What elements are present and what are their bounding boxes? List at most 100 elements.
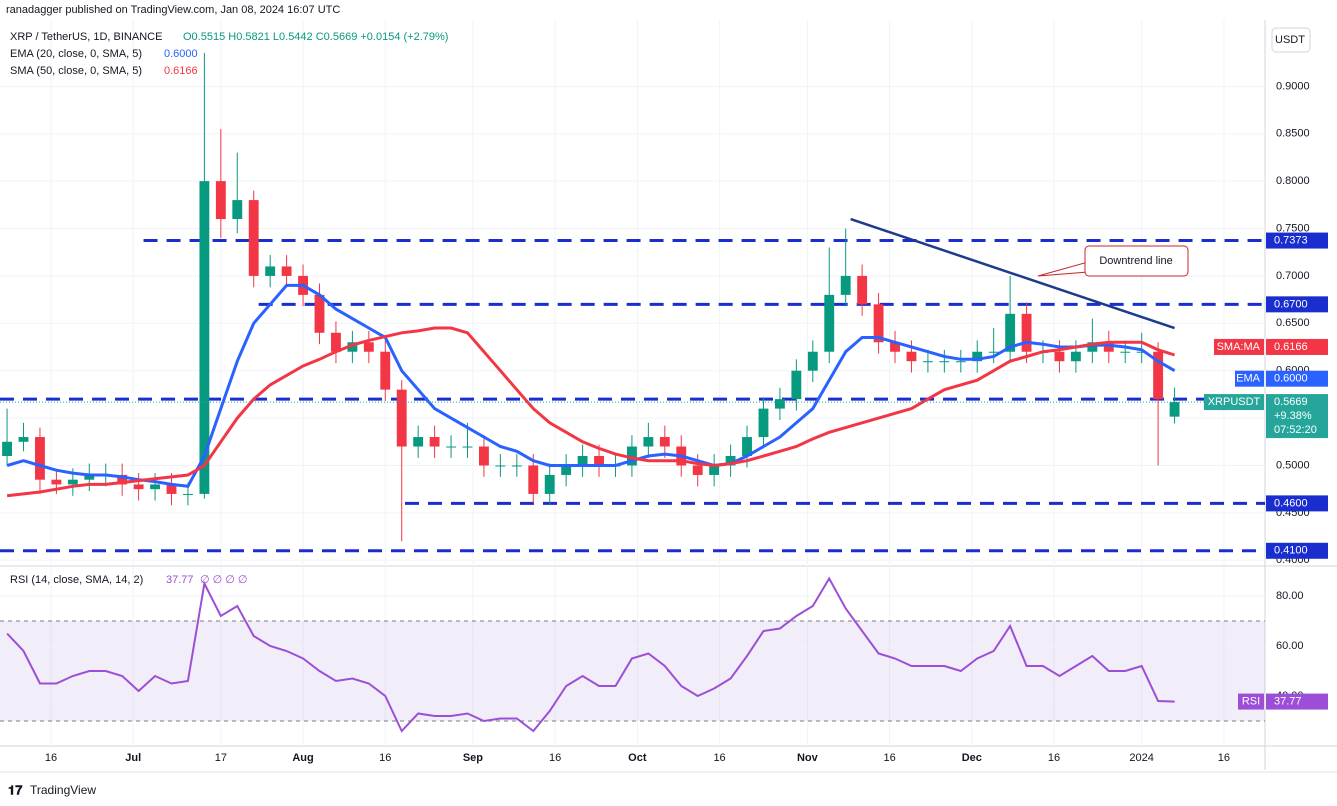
candle-body [363,342,374,352]
candle-body [922,361,933,363]
candle-body [955,361,966,363]
callout-label: Downtrend line [1099,255,1172,267]
candle-body [166,484,177,494]
candle-body [347,342,358,352]
y-tick-label: 0.9000 [1276,80,1310,92]
candle-body [51,479,62,485]
logo-mark: 𝟏𝟕 [8,782,23,797]
candle-body [857,275,868,305]
last-price-change: +9.38% [1274,410,1312,422]
candle-body [643,437,654,447]
candle-body [1021,313,1032,352]
ma-name: EMA [1236,373,1261,385]
overlays: Downtrend line0.73730.67000.57000.46000.… [0,31,1328,710]
ma-legend-value: 0.6166 [164,65,198,77]
last-price-bg [1266,394,1328,439]
moving-average-line [6,283,1176,488]
candle-body [594,456,604,466]
x-tick-label: 17 [215,752,227,764]
candle-body [215,181,226,220]
candle-body [84,474,95,480]
x-tick-label: Oct [628,752,647,764]
rsi-legend: RSI (14, close, SMA, 14, 2) [10,574,143,586]
candle-body [528,465,539,494]
candle-body [544,474,555,494]
level-badge-bg [1266,542,1328,559]
candle-body [511,465,522,467]
ma-legend-value: 0.6000 [164,48,198,60]
plot: 0.40000.45000.50000.55000.60000.65000.70… [0,20,1310,764]
candle-body [692,465,703,475]
x-tick-label: 16 [549,752,561,764]
candle-body [67,479,78,485]
x-tick-label: Nov [797,752,819,764]
rsi-name-bg [1238,693,1264,710]
x-tick-label: 2024 [1129,752,1153,764]
rsi-tick-label: 60.00 [1276,640,1304,652]
currency[interactable]: USDT [1275,34,1305,46]
candle-body [396,389,407,447]
candle-body [495,465,506,467]
ma-legend: EMA (20, close, 0, SMA, 5) [10,48,142,60]
x-tick-label: 16 [713,752,725,764]
candle-body [18,437,29,442]
candle-body [380,351,391,390]
candle-body [248,200,259,276]
candle-body [462,446,473,448]
candle-body [1169,402,1180,417]
y-tick-label: 0.8000 [1276,175,1310,187]
ma-legend: SMA (50, close, 0, SMA, 5) [10,65,142,77]
symbol-legend: XRP / TetherUS, 1D, BINANCE [10,31,162,43]
level-badge: 0.4600 [1274,497,1308,509]
candle-body [429,437,440,447]
candle-body [1153,351,1164,400]
candle-body [413,437,424,447]
candle-body [117,474,128,485]
candle-body [265,266,276,276]
level-badge: 0.7373 [1274,234,1308,246]
candle-body [446,446,456,448]
candle-body [873,304,884,343]
candle-body [824,294,835,352]
x-tick-label: Dec [962,752,982,764]
candle-body [1054,351,1065,362]
level-badge: 0.6700 [1274,298,1308,310]
candle-body [199,181,210,494]
rsi-badge-bg [1266,693,1328,710]
y-tick-label: 0.8500 [1276,128,1310,140]
y-tick-label: 0.6500 [1276,317,1310,329]
candle-body [972,351,983,362]
candle-body [725,456,736,466]
candle-body [1070,351,1081,362]
x-tick-label: 16 [1218,752,1230,764]
downtrend-line [850,217,1175,330]
ma-badge: 0.6000 [1274,373,1308,385]
level-badge-bg [1266,296,1328,313]
ma-name-bg [1235,370,1264,387]
candle-body [906,351,917,362]
candle-body [314,294,325,333]
candle-body [478,446,489,466]
y-tick-label: 0.5000 [1276,459,1310,471]
y-tick-label: 0.7000 [1276,270,1310,282]
publisher: ranadagger published on TradingView.com,… [6,4,340,16]
currency-button[interactable] [1271,27,1311,53]
ma-name: SMA:MA [1217,341,1261,353]
rsi-name: RSI [1242,695,1260,707]
moving-average-line [6,326,1176,498]
candle-body [939,361,950,363]
candle-body [1005,313,1016,352]
candle-body [183,493,193,495]
candle-body [561,465,572,475]
candle-body [1136,351,1147,353]
ma-badge-bg [1266,338,1328,355]
level-badge-bg [1266,232,1328,249]
ma-badge: 0.6166 [1274,341,1308,353]
candle-body [840,275,851,295]
candle-body [331,332,341,352]
candle-body [626,446,637,466]
candle-body [988,351,999,353]
last-price-countdown: 07:52:20 [1274,424,1317,436]
ma-name-bg [1214,338,1264,355]
